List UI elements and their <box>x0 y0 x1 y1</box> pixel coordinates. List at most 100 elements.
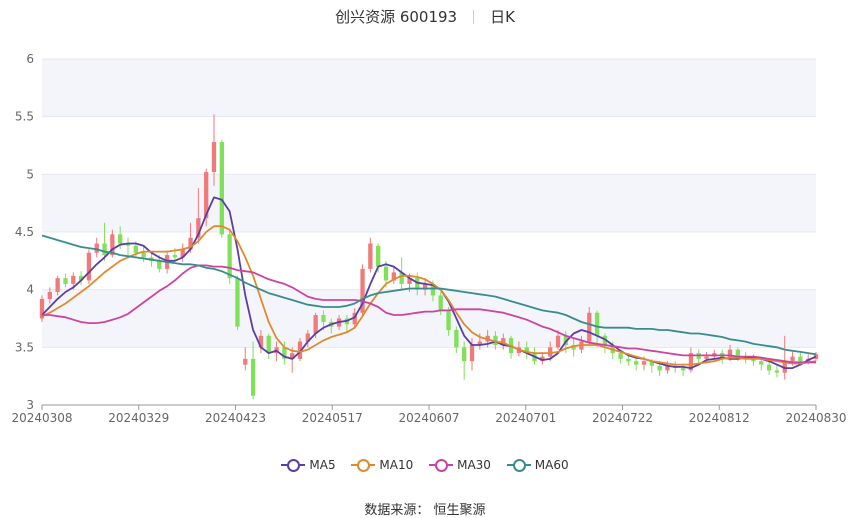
legend-item-ma5[interactable]: MA5 <box>281 458 336 472</box>
candle-body <box>430 283 436 296</box>
line-ma5 <box>41 196 817 370</box>
candle-body <box>704 356 709 359</box>
title-divider <box>473 10 475 24</box>
candle-body <box>766 364 772 371</box>
candle-body <box>438 295 443 311</box>
grid-band <box>42 289 816 348</box>
x-tick-label: 20240812 <box>689 411 750 425</box>
candle-body <box>86 252 92 281</box>
x-tick-label: 20240607 <box>398 411 459 425</box>
legend-item-ma60[interactable]: MA60 <box>506 458 569 472</box>
candle-body <box>305 333 310 342</box>
candle-body <box>399 272 404 284</box>
candle-body <box>813 354 819 359</box>
candle-body <box>235 278 240 327</box>
x-tick-label: 20240701 <box>495 411 556 425</box>
x-tick-label: 20240423 <box>205 411 266 425</box>
chart-title: 创兴资源 600193 日K <box>0 6 850 27</box>
candle-body <box>782 361 787 373</box>
candle-body <box>39 298 45 319</box>
candle-body <box>352 312 357 325</box>
candle-body <box>735 349 740 357</box>
period-label[interactable]: 日K <box>490 8 515 26</box>
legend: MA5 MA10 MA30 MA60 <box>0 458 850 472</box>
y-tick-label: 3.5 <box>15 340 34 354</box>
candle-body <box>360 268 365 313</box>
candle-body <box>798 356 803 362</box>
stock-name: 创兴资源 600193 <box>335 8 458 26</box>
legend-label-ma10: MA10 <box>379 458 414 472</box>
candle-body <box>634 361 639 365</box>
legend-label-ma60: MA60 <box>534 458 569 472</box>
y-tick-label: 4.5 <box>15 225 34 239</box>
candle-body <box>383 266 389 281</box>
x-tick-label: 20240329 <box>108 411 169 425</box>
candle-body <box>469 345 475 362</box>
candle-body <box>422 283 428 290</box>
candle-body <box>415 278 420 290</box>
y-tick-label: 5 <box>26 167 34 181</box>
legend-marker-ma5 <box>281 459 306 472</box>
candle-body <box>211 142 217 173</box>
candle-body <box>587 312 592 342</box>
candle-body <box>250 358 256 396</box>
candle-body <box>790 356 795 362</box>
x-tick-label: 20240308 <box>11 411 72 425</box>
candle-body <box>71 275 76 284</box>
grid-band <box>42 116 816 175</box>
candle-body <box>688 353 694 371</box>
candle-body <box>102 243 107 256</box>
candle-body <box>297 341 303 359</box>
candle-body <box>227 234 232 279</box>
candle-body <box>266 335 271 354</box>
x-tick-label: 20240830 <box>785 411 846 425</box>
legend-item-ma30[interactable]: MA30 <box>429 458 491 472</box>
candle-body <box>110 234 115 256</box>
candle-body <box>618 353 623 359</box>
candle-body <box>94 243 99 253</box>
grid-band <box>42 59 816 117</box>
candle-body <box>243 358 248 365</box>
candle-body <box>188 237 193 250</box>
candle-body <box>665 365 670 371</box>
candle-body <box>657 365 662 371</box>
legend-item-ma10[interactable]: MA10 <box>351 458 413 472</box>
candle-body <box>368 243 373 269</box>
candle-body <box>493 335 498 346</box>
candle-body <box>649 361 654 366</box>
legend-marker-ma30 <box>429 459 454 472</box>
candle-body <box>548 347 553 357</box>
candle-body <box>141 252 146 258</box>
candle-body <box>524 347 529 354</box>
candlestick-chart: 3 3.5 4 4.5 5 5.5 6 20240308 20240329 20240423 202… <box>11 52 846 425</box>
x-tick-label: 20240722 <box>592 411 653 425</box>
legend-label-ma5: MA5 <box>309 458 336 472</box>
candle-body <box>759 361 764 365</box>
candle-body <box>125 243 131 246</box>
candle-body <box>258 335 264 348</box>
candle-body <box>180 249 185 258</box>
line-ma30 <box>42 264 816 364</box>
candle-body <box>594 312 600 336</box>
candle-body <box>555 335 561 348</box>
data-source: 数据来源： 恒生聚源 <box>364 503 486 518</box>
candle-body <box>55 278 60 292</box>
candle-body <box>751 358 756 362</box>
x-tick-label: 20240517 <box>302 411 363 425</box>
candle-body <box>63 278 68 284</box>
candle-body <box>501 338 506 346</box>
y-tick-label: 5.5 <box>15 110 34 124</box>
grid-band <box>42 347 816 405</box>
y-tick-label: 3 <box>26 398 34 412</box>
candle-body <box>78 275 84 281</box>
candle-body <box>626 358 631 362</box>
candle-body <box>118 234 123 244</box>
y-tick-label: 4 <box>26 283 34 297</box>
candle-body <box>290 353 295 359</box>
candle-body <box>196 218 201 238</box>
candle-body <box>282 347 287 359</box>
grid-band <box>42 174 816 232</box>
candle-body <box>204 172 209 219</box>
candle-body <box>321 315 326 322</box>
line-ma10 <box>41 225 817 366</box>
